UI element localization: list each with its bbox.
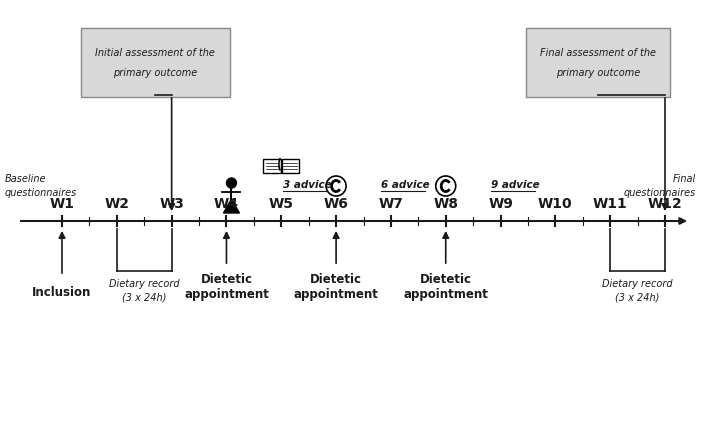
Text: Dietary record: Dietary record (109, 279, 179, 289)
Text: appointment: appointment (184, 288, 269, 301)
Text: questionnaires: questionnaires (624, 188, 696, 198)
Text: Dietetic: Dietetic (200, 273, 253, 286)
Circle shape (227, 178, 236, 188)
Text: (3 x 24h): (3 x 24h) (122, 293, 166, 303)
Text: Dietetic: Dietetic (310, 273, 362, 286)
Text: Inclusion: Inclusion (32, 286, 91, 299)
Text: 9 advice: 9 advice (490, 180, 539, 190)
FancyBboxPatch shape (81, 28, 230, 97)
Text: W1: W1 (50, 197, 74, 211)
Text: primary outcome: primary outcome (556, 67, 640, 78)
Text: appointment: appointment (403, 288, 488, 301)
FancyBboxPatch shape (264, 159, 281, 173)
Text: appointment: appointment (294, 288, 379, 301)
Text: Baseline: Baseline (5, 174, 47, 184)
Text: W12: W12 (647, 197, 683, 211)
Text: W9: W9 (488, 197, 513, 211)
Text: 3 advice: 3 advice (283, 180, 332, 190)
Text: Initial assessment of the: Initial assessment of the (95, 48, 215, 57)
FancyBboxPatch shape (282, 159, 300, 173)
Text: Final: Final (672, 174, 696, 184)
Text: W11: W11 (593, 197, 628, 211)
Text: W3: W3 (159, 197, 184, 211)
Text: questionnaires: questionnaires (5, 188, 77, 198)
Text: 6 advice: 6 advice (381, 180, 430, 190)
Text: W10: W10 (538, 197, 572, 211)
Polygon shape (223, 199, 240, 213)
Text: W4: W4 (214, 197, 239, 211)
Text: W2: W2 (104, 197, 130, 211)
Text: Dietetic: Dietetic (420, 273, 472, 286)
Text: W5: W5 (269, 197, 294, 211)
Text: Final assessment of the: Final assessment of the (540, 48, 656, 57)
Text: primary outcome: primary outcome (113, 67, 197, 78)
Text: Dietary record: Dietary record (602, 279, 673, 289)
Text: W8: W8 (433, 197, 458, 211)
Text: W7: W7 (379, 197, 403, 211)
FancyBboxPatch shape (526, 28, 670, 97)
Text: (3 x 24h): (3 x 24h) (616, 293, 660, 303)
Text: W6: W6 (324, 197, 348, 211)
